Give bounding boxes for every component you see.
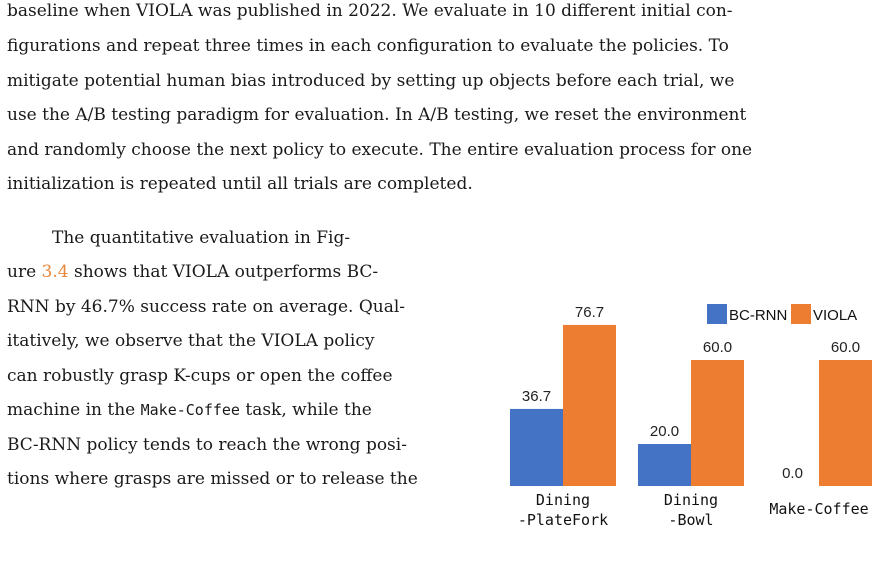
category-label: -PlateFork [518, 511, 608, 529]
data-label: 76.7 [575, 304, 604, 321]
text-line: baseline when VIOLA was published in 202… [7, 1, 733, 21]
text-line: ure 3.4 shows that VIOLA outperforms BC- [7, 262, 378, 282]
bar-viola [563, 324, 616, 486]
data-label: 0.0 [782, 465, 803, 482]
category-label: Dining [536, 491, 590, 509]
data-label: 60.0 [831, 339, 860, 356]
category-label: Make-Coffee [769, 500, 868, 518]
success-rate-bar-chart: 36.7 76.7 Dining -PlateFork 20.0 60.0 Dining -B… [510, 304, 872, 529]
text-line: RNN by 46.7% success rate on average. Qu… [7, 297, 406, 317]
text-line: mitigate potential human bias introduced… [7, 71, 735, 91]
category-label: -Bowl [668, 511, 713, 529]
text-segment: machine in the [7, 400, 141, 420]
text-line: itatively, we observe that the VIOLA pol… [7, 331, 375, 351]
data-label: 36.7 [522, 388, 551, 405]
task-name-code: Make-Coffee [140, 401, 240, 419]
text-line: figurations and repeat three times in ea… [7, 36, 729, 56]
text-line: initialization is repeated until all tri… [7, 174, 473, 194]
text-line: tions where grasps are missed or to rele… [7, 469, 418, 489]
text-segment: shows that VIOLA outperforms BC- [68, 262, 379, 282]
text-line: BC-RNN policy tends to reach the wrong p… [7, 435, 407, 455]
bar-viola [819, 360, 872, 486]
text-line: can robustly grasp K-cups or open the co… [7, 366, 393, 386]
text-line: and randomly choose the next policy to e… [7, 140, 753, 160]
bar-viola [691, 360, 744, 486]
text-line: machine in the Make-Coffee task, while t… [7, 400, 372, 420]
bar-bc-rnn [510, 408, 563, 486]
figure-reference-link[interactable]: 3.4 [41, 262, 69, 282]
text-line: use the A/B testing paradigm for evaluat… [7, 105, 747, 125]
legend-swatch-viola [791, 304, 811, 324]
bar-bc-rnn [638, 444, 691, 486]
data-label: 20.0 [650, 423, 679, 440]
text-segment: task, while the [239, 400, 372, 420]
data-label: 60.0 [703, 339, 732, 356]
legend-label-bc-rnn: BC-RNN [729, 307, 787, 324]
legend-swatch-bc-rnn [707, 304, 727, 324]
category-label: Dining [664, 491, 718, 509]
text-segment: ure [7, 262, 42, 282]
text-line: The quantitative evaluation in Fig- [52, 228, 351, 248]
legend-label-viola: VIOLA [813, 307, 857, 324]
